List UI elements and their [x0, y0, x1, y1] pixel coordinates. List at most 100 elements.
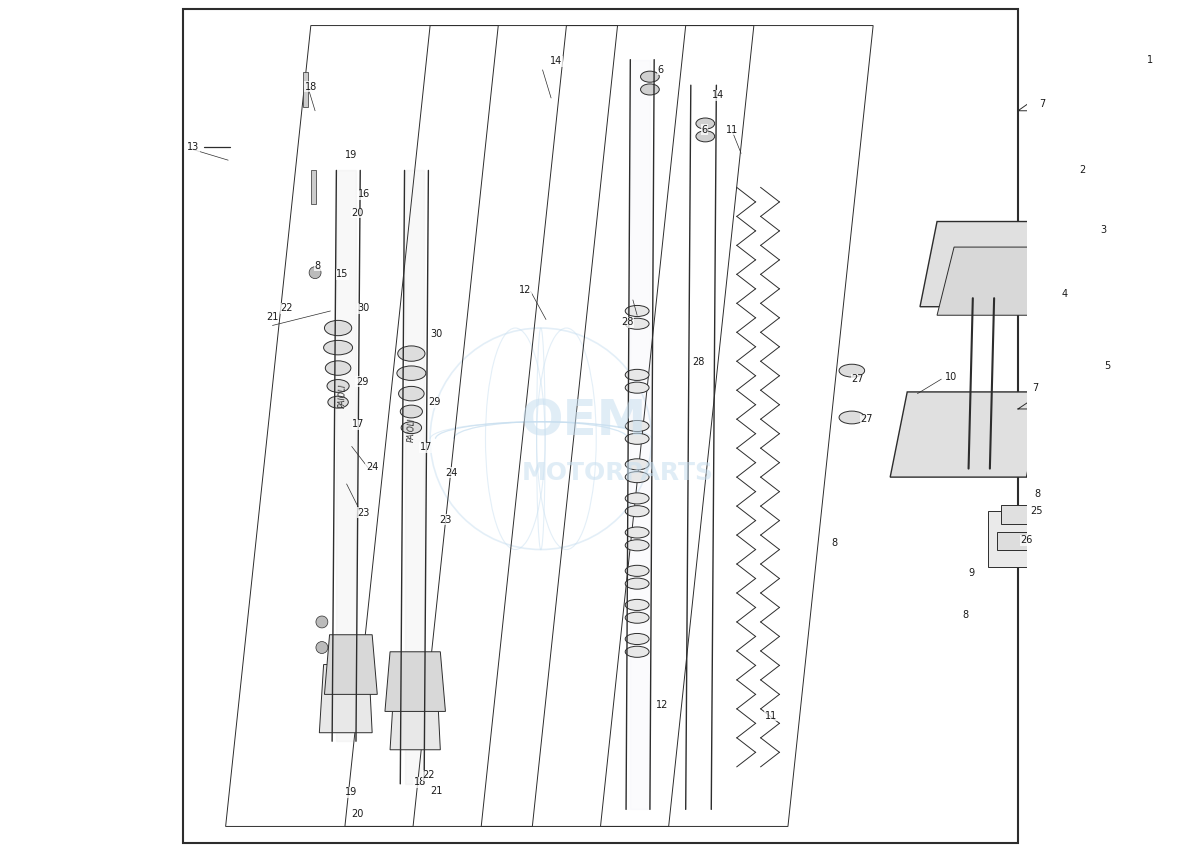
- Ellipse shape: [626, 433, 649, 445]
- Ellipse shape: [626, 527, 649, 538]
- Polygon shape: [386, 652, 446, 711]
- Text: 23: 23: [358, 508, 370, 518]
- Ellipse shape: [626, 306, 649, 317]
- Polygon shape: [890, 392, 1044, 477]
- Text: PAIOLI: PAIOLI: [339, 384, 348, 408]
- Bar: [1000, 505, 1038, 524]
- Text: 21: 21: [267, 312, 279, 322]
- Bar: [311, 170, 316, 204]
- Text: 15: 15: [336, 269, 348, 279]
- Text: 4: 4: [1062, 289, 1068, 299]
- Text: MOTORPARTS: MOTORPARTS: [521, 461, 713, 485]
- Text: 5: 5: [1104, 361, 1111, 371]
- Ellipse shape: [396, 366, 426, 380]
- Text: 8: 8: [315, 261, 321, 271]
- Ellipse shape: [626, 612, 649, 624]
- Text: 27: 27: [860, 414, 873, 424]
- Text: 11: 11: [727, 124, 739, 135]
- Text: 25: 25: [1030, 506, 1042, 516]
- Ellipse shape: [324, 320, 352, 336]
- Text: 14: 14: [712, 90, 724, 101]
- Text: 29: 29: [355, 377, 369, 387]
- Ellipse shape: [626, 382, 649, 393]
- Polygon shape: [319, 665, 372, 733]
- Text: 10: 10: [945, 371, 957, 382]
- Ellipse shape: [398, 346, 425, 361]
- Ellipse shape: [626, 578, 649, 590]
- Text: OEM: OEM: [520, 398, 646, 446]
- Text: 20: 20: [352, 809, 364, 819]
- Ellipse shape: [626, 505, 649, 516]
- Polygon shape: [1044, 102, 1163, 170]
- Text: 18: 18: [414, 777, 426, 787]
- Text: 17: 17: [352, 419, 365, 429]
- Text: 24: 24: [446, 468, 458, 478]
- Ellipse shape: [626, 634, 649, 644]
- Bar: [988, 511, 1044, 567]
- Circle shape: [316, 616, 328, 628]
- Ellipse shape: [626, 458, 649, 470]
- Bar: [997, 532, 1038, 550]
- Ellipse shape: [695, 118, 715, 129]
- Text: 30: 30: [431, 329, 443, 339]
- Circle shape: [1100, 372, 1123, 394]
- Text: 8: 8: [962, 610, 968, 620]
- Polygon shape: [920, 222, 1094, 307]
- Circle shape: [1092, 227, 1115, 250]
- Polygon shape: [937, 247, 1052, 315]
- Text: 23: 23: [440, 515, 452, 525]
- Ellipse shape: [626, 471, 649, 482]
- Text: 24: 24: [366, 462, 378, 472]
- Ellipse shape: [626, 600, 649, 610]
- Ellipse shape: [626, 318, 649, 329]
- Text: 28: 28: [622, 317, 634, 327]
- Ellipse shape: [399, 386, 424, 400]
- Text: 30: 30: [358, 303, 370, 314]
- Text: 18: 18: [305, 82, 317, 92]
- Ellipse shape: [323, 340, 353, 355]
- Text: 29: 29: [429, 397, 441, 407]
- Circle shape: [316, 642, 328, 653]
- Ellipse shape: [640, 71, 659, 82]
- Text: 28: 28: [692, 357, 705, 367]
- Ellipse shape: [640, 84, 659, 95]
- Text: 13: 13: [187, 141, 199, 152]
- Text: 7: 7: [1032, 383, 1038, 393]
- Text: 3: 3: [1100, 225, 1106, 235]
- Text: 19: 19: [345, 150, 357, 160]
- Ellipse shape: [626, 420, 649, 431]
- Text: 7: 7: [1039, 99, 1045, 109]
- Text: 12: 12: [656, 700, 668, 711]
- Text: 17: 17: [419, 442, 432, 452]
- Ellipse shape: [626, 540, 649, 551]
- Text: 8: 8: [831, 538, 837, 548]
- Text: 26: 26: [1021, 535, 1033, 545]
- Polygon shape: [324, 635, 377, 694]
- Text: PAIOLI: PAIOLI: [406, 418, 417, 442]
- Text: 8: 8: [1034, 489, 1040, 499]
- Ellipse shape: [626, 369, 649, 380]
- Ellipse shape: [401, 422, 422, 434]
- Text: 6: 6: [657, 65, 663, 75]
- Text: 16: 16: [358, 189, 370, 199]
- Ellipse shape: [327, 380, 349, 392]
- Text: 12: 12: [519, 285, 532, 295]
- Bar: [303, 72, 309, 106]
- Text: 11: 11: [765, 711, 777, 721]
- Ellipse shape: [839, 365, 865, 377]
- Ellipse shape: [325, 361, 351, 375]
- Text: 22: 22: [281, 303, 293, 314]
- Ellipse shape: [626, 646, 649, 658]
- Text: 20: 20: [352, 208, 364, 218]
- Ellipse shape: [839, 412, 865, 423]
- Ellipse shape: [695, 131, 715, 142]
- Text: 2: 2: [1078, 165, 1085, 176]
- Text: 21: 21: [431, 786, 443, 796]
- Text: 14: 14: [550, 56, 562, 66]
- Text: 19: 19: [345, 787, 357, 797]
- Ellipse shape: [626, 492, 649, 504]
- Text: 22: 22: [422, 770, 435, 780]
- Ellipse shape: [400, 405, 423, 417]
- Ellipse shape: [328, 396, 348, 408]
- Text: 6: 6: [701, 124, 707, 135]
